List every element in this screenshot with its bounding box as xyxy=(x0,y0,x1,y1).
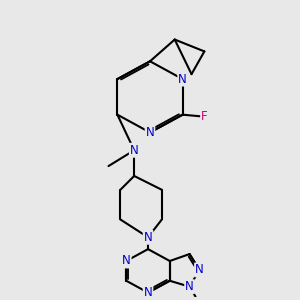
Text: N: N xyxy=(144,286,152,299)
Text: N: N xyxy=(185,280,194,293)
Text: N: N xyxy=(130,144,139,157)
Text: N: N xyxy=(178,73,187,85)
Text: N: N xyxy=(122,254,130,268)
Text: N: N xyxy=(146,126,154,139)
Text: N: N xyxy=(195,263,204,276)
Text: F: F xyxy=(201,110,208,123)
Text: N: N xyxy=(144,231,152,244)
